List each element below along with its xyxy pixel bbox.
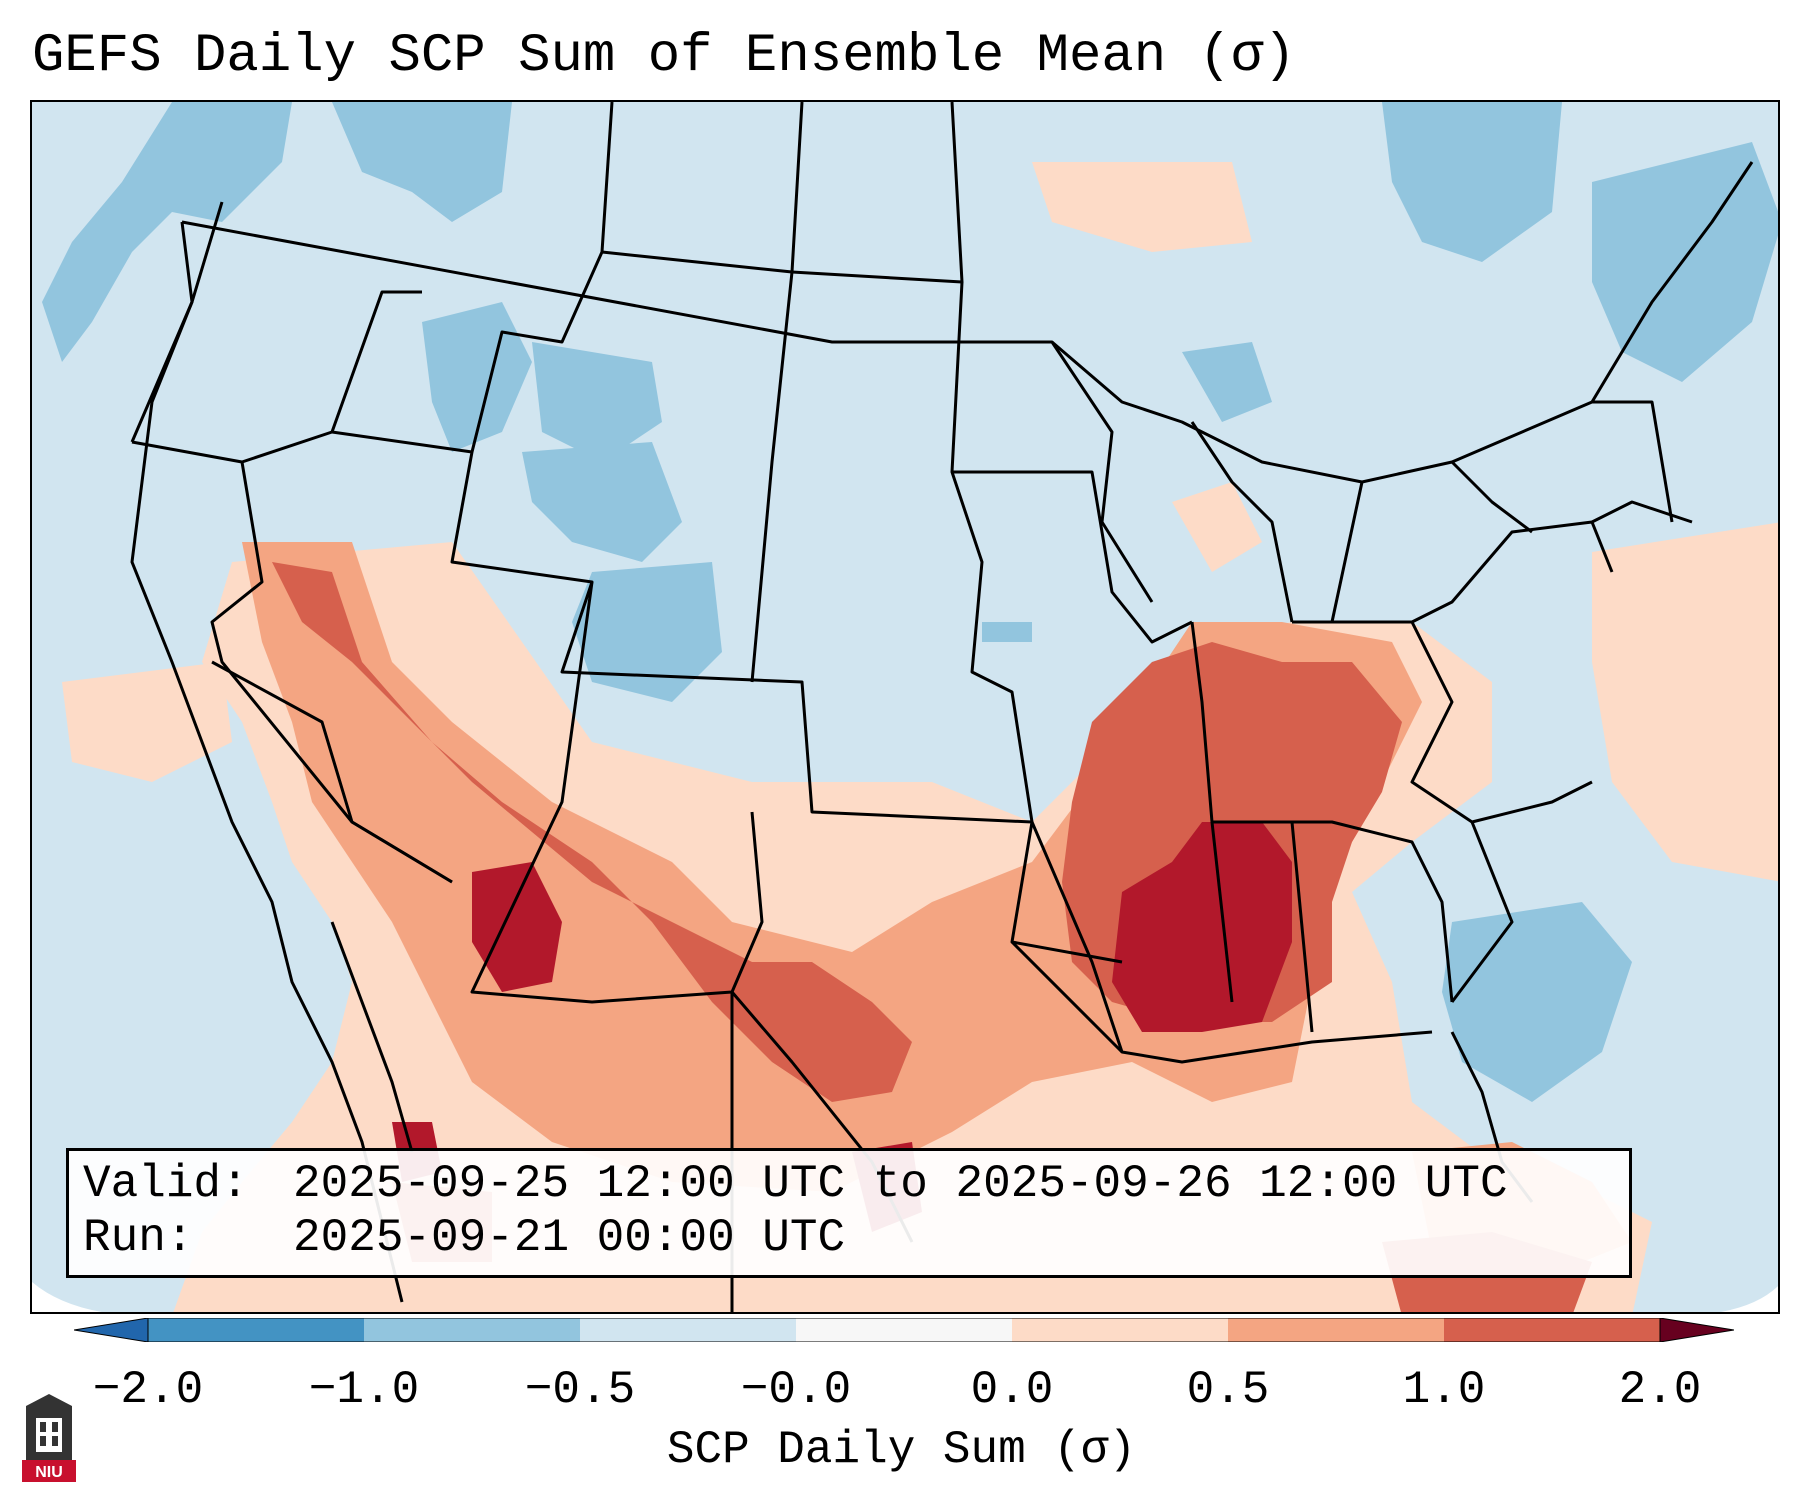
colorbar-seg-6 xyxy=(1444,1318,1660,1342)
tick-label: 1.0 xyxy=(1402,1364,1486,1416)
projection-edge xyxy=(32,1282,102,1312)
valid-run-infobox: Valid: 2025-09-25 12:00 UTC to 2025-09-2… xyxy=(66,1148,1632,1278)
tick-label: −1.0 xyxy=(308,1364,420,1416)
tick-label: −0.5 xyxy=(524,1364,636,1416)
run-line: Run: 2025-09-21 00:00 UTC xyxy=(83,1211,1615,1265)
map-boundaries xyxy=(130,102,1754,1312)
valid-label: Valid: xyxy=(83,1158,249,1210)
colorbar-outline xyxy=(147,1318,1661,1342)
tick-label: 0.5 xyxy=(1186,1364,1270,1416)
chart-title: GEFS Daily SCP Sum of Ensemble Mean (σ) xyxy=(32,26,1296,87)
colorbar-seg-3 xyxy=(796,1318,1012,1342)
colorbar-over-arrow xyxy=(1659,1318,1734,1342)
tick-label: −2.0 xyxy=(92,1364,204,1416)
projection-edge-right xyxy=(1720,1286,1778,1312)
run-label: Run: xyxy=(83,1212,194,1264)
colorbar-seg-4 xyxy=(1012,1318,1228,1342)
map-panel xyxy=(30,100,1780,1314)
tick-label: −0.0 xyxy=(740,1364,852,1416)
colorbar-label: SCP Daily Sum (σ) xyxy=(666,1424,1137,1476)
colorbar-seg-5 xyxy=(1228,1318,1444,1342)
valid-value: 2025-09-25 12:00 UTC to 2025-09-26 12:00… xyxy=(293,1158,1508,1210)
colorbar-seg-1 xyxy=(364,1318,580,1342)
colorbar-ticks: −2.0 −1.0 −0.5 −0.0 0.0 0.5 1.0 2.0 xyxy=(0,1346,1803,1416)
colorbar-seg-0 xyxy=(148,1318,364,1342)
colorbar-under-arrow xyxy=(74,1318,149,1342)
run-value: 2025-09-21 00:00 UTC xyxy=(293,1212,846,1264)
niu-logo: NIU xyxy=(22,1394,76,1482)
tick-label: 2.0 xyxy=(1618,1364,1702,1416)
colorbar xyxy=(74,1318,1734,1342)
map-svg xyxy=(32,102,1778,1312)
valid-line: Valid: 2025-09-25 12:00 UTC to 2025-09-2… xyxy=(83,1157,1615,1211)
colorbar-seg-2 xyxy=(580,1318,796,1342)
tick-label: 0.0 xyxy=(970,1364,1054,1416)
coastline xyxy=(130,201,414,1303)
logo-text: NIU xyxy=(35,1464,63,1481)
